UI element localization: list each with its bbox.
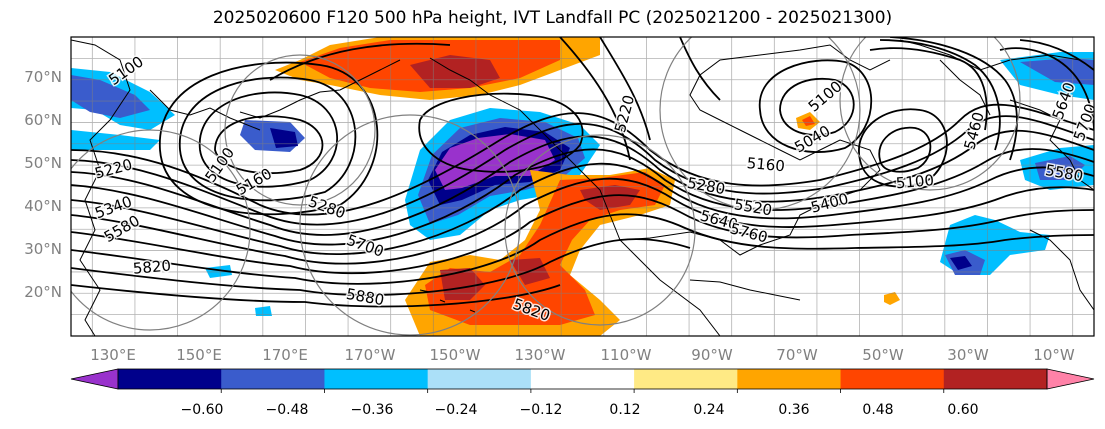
lat-label: 70°N xyxy=(24,68,62,86)
height-contour-line xyxy=(679,37,721,101)
height-contour-line xyxy=(179,76,357,202)
lat-label: 30°N xyxy=(24,240,62,258)
height-contour-line xyxy=(1019,39,1094,71)
height-contour-line xyxy=(71,194,1094,275)
height-contour-line xyxy=(71,238,691,296)
colorbar-segment xyxy=(737,369,842,389)
height-contour-line xyxy=(198,91,339,188)
colorbar-segment xyxy=(840,369,945,389)
height-contour-line xyxy=(71,177,1094,265)
lon-label: 170°W xyxy=(345,346,396,364)
colorbar-frame xyxy=(117,368,1048,390)
colorbar-tick-label: 0.48 xyxy=(862,402,893,418)
colorbar-segment xyxy=(634,369,738,389)
colorbar-tick-label: 0.36 xyxy=(778,402,809,418)
height-contour-line xyxy=(269,42,451,81)
colorbar-tick-label: 0.24 xyxy=(693,402,724,418)
height-contour-line xyxy=(71,148,1094,246)
height-contour-line xyxy=(71,129,1094,236)
colorbar-tick-label: −0.24 xyxy=(435,402,478,418)
lon-label: 150°E xyxy=(176,346,222,364)
lon-label: 170°E xyxy=(262,346,308,364)
colorbar-segment xyxy=(324,369,429,389)
map-title: 2025020600 F120 500 hPa height, IVT Land… xyxy=(212,8,893,28)
lon-label: 130°W xyxy=(515,346,566,364)
colorbar-tick-label: 0.60 xyxy=(947,402,978,418)
contour-label: 5820 xyxy=(132,257,172,278)
height-contour-line xyxy=(779,77,855,136)
lon-label: 110°W xyxy=(601,346,652,364)
height-contour-line xyxy=(214,115,324,174)
height-contour-line xyxy=(71,103,1094,216)
height-contour-line xyxy=(999,47,1094,131)
height-contour-line xyxy=(759,59,873,153)
height-contour-line xyxy=(71,213,1094,285)
map-plot-area: 5100510051605220534055805280570058205880… xyxy=(71,37,1094,336)
colorbar-tick-label: 0.12 xyxy=(609,402,640,418)
colorbar-tick-label: −0.60 xyxy=(181,402,224,418)
colorbar-extend-min xyxy=(70,368,119,390)
colorbar-segment xyxy=(118,369,222,389)
contour-label: 5100 xyxy=(895,171,935,192)
longitude-axis: 130°E 150°E 170°E 170°W 150°W 130°W 110°… xyxy=(90,346,1075,364)
lat-label: 50°N xyxy=(24,154,62,172)
colorbar-extend-max xyxy=(1046,368,1095,390)
contour-label: 5280 xyxy=(686,174,727,198)
colorbar-ticks: −0.60 −0.48 −0.36 −0.24 −0.12 0.12 0.24 … xyxy=(181,402,979,418)
lon-label: 30°W xyxy=(947,346,989,364)
height-contour-line xyxy=(858,108,948,188)
latitude-axis: 70°N 60°N 50°N 40°N 30°N 20°N xyxy=(24,68,62,301)
height-contour-line xyxy=(879,39,1001,151)
height-contour-line xyxy=(71,284,561,308)
colorbar-tick-label: −0.12 xyxy=(520,402,563,418)
coastlines xyxy=(71,39,1094,336)
height-contour-line xyxy=(599,37,651,141)
colorbar-segment xyxy=(221,369,325,389)
height-contour-line xyxy=(418,92,584,173)
height-contour-line xyxy=(878,126,932,173)
colorbar-segment xyxy=(530,369,635,389)
lat-label: 60°N xyxy=(24,111,62,129)
range-circles xyxy=(71,37,1021,336)
lon-label: 130°E xyxy=(90,346,136,364)
height-contour-line xyxy=(71,162,1094,256)
colorbar-segment xyxy=(427,369,532,389)
height-contours xyxy=(71,37,1094,308)
lon-label: 10°W xyxy=(1033,346,1075,364)
lon-label: 50°W xyxy=(862,346,904,364)
lon-label: 70°W xyxy=(776,346,818,364)
height-contour-line xyxy=(559,37,631,161)
lat-label: 40°N xyxy=(24,197,62,215)
height-contour-line xyxy=(889,37,1018,161)
colorbar-segment xyxy=(943,369,1048,389)
lon-label: 90°W xyxy=(691,346,733,364)
lat-label: 20°N xyxy=(24,283,62,301)
height-contour-line xyxy=(869,47,988,131)
colorbar-tick-label: −0.36 xyxy=(351,402,394,418)
contour-label: 5160 xyxy=(746,154,786,175)
map-frame xyxy=(70,36,1095,337)
lon-label: 150°W xyxy=(430,346,481,364)
colorbar-tick-label: −0.48 xyxy=(266,402,309,418)
colorbar xyxy=(70,368,1095,393)
height-contour-line xyxy=(159,61,379,216)
